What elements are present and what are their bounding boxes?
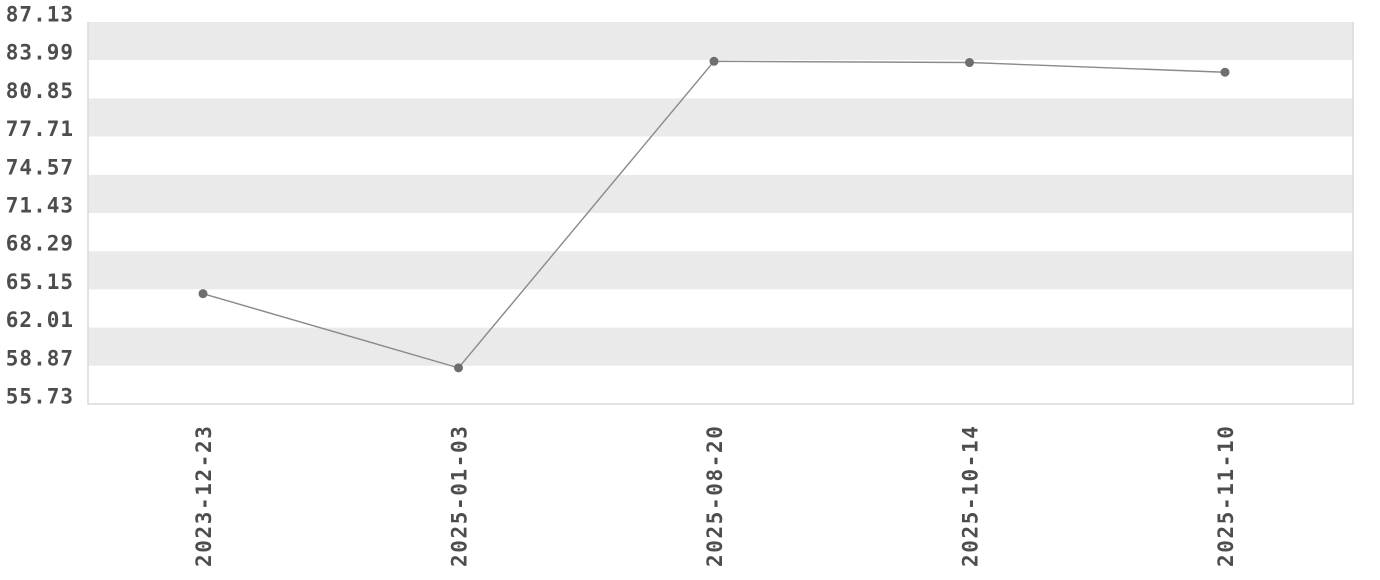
grid-band — [88, 213, 1353, 252]
y-tick-label: 74.57 — [6, 155, 74, 179]
data-point — [454, 363, 463, 373]
grid-band — [88, 174, 1353, 213]
y-tick-label: 80.85 — [6, 79, 74, 103]
y-tick-label: 55.73 — [6, 385, 74, 409]
data-point — [1220, 67, 1230, 77]
grid-band — [88, 60, 1353, 99]
y-tick-label: 68.29 — [6, 232, 74, 256]
grid-band — [88, 136, 1353, 175]
y-tick-label: 83.99 — [6, 41, 74, 65]
x-tick-label: 2023-12-23 — [192, 425, 216, 567]
y-tick-label: 71.43 — [6, 194, 74, 218]
y-tick-label: 65.15 — [6, 270, 74, 294]
x-tick-label: 2025-01-03 — [448, 425, 472, 567]
y-tick-label: 87.13 — [6, 3, 74, 27]
grid-band — [88, 289, 1353, 328]
data-point — [709, 56, 719, 66]
plot-border — [87, 22, 1354, 405]
x-tick-label: 2025-08-20 — [703, 425, 727, 567]
grid-band — [88, 98, 1353, 137]
x-tick-label: 2025-11-10 — [1214, 425, 1238, 567]
y-tick-label: 58.87 — [6, 346, 74, 370]
grid-band — [88, 251, 1353, 290]
x-tick-label: 2025-10-14 — [959, 425, 983, 567]
data-point — [198, 289, 208, 299]
y-tick-label: 62.01 — [6, 308, 74, 332]
grid-band — [88, 365, 1353, 404]
grid-band — [88, 22, 1353, 61]
grid-band — [88, 327, 1353, 366]
y-tick-label: 77.71 — [6, 117, 74, 141]
data-point — [965, 58, 974, 68]
